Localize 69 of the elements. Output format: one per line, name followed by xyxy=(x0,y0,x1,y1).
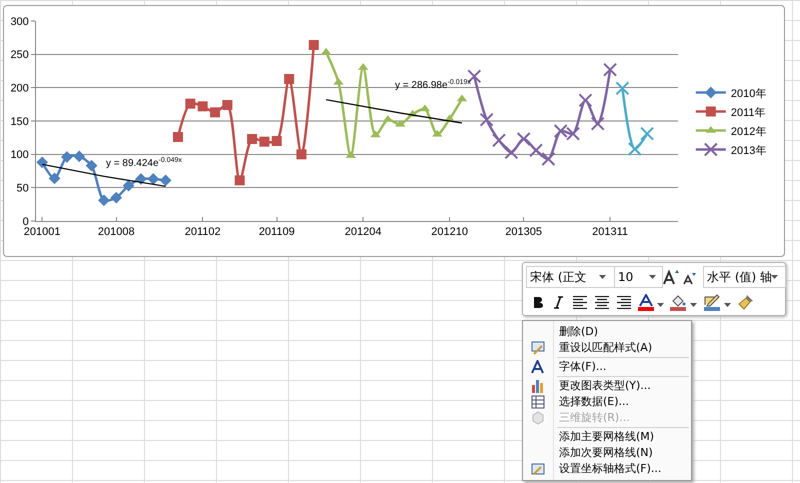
point xyxy=(603,62,618,77)
text: 字体(F)... xyxy=(558,359,608,375)
point xyxy=(516,132,531,146)
point xyxy=(198,101,208,112)
point xyxy=(172,132,183,142)
x-tick-label: 201008 xyxy=(98,226,135,238)
text: 设置坐标轴格式(F)... xyxy=(558,461,662,477)
text: 宋体 (正文 xyxy=(526,266,615,288)
x-tick-label: 201305 xyxy=(505,226,542,238)
x-tick-label: 201311 xyxy=(592,226,628,238)
x-tick-label: 201204 xyxy=(344,226,382,238)
y-tick-label: 200 xyxy=(10,82,29,95)
y-tick-label: 0 xyxy=(22,216,29,228)
point xyxy=(160,174,172,186)
point xyxy=(147,173,160,185)
point xyxy=(73,150,86,162)
point xyxy=(110,192,122,204)
y-tick-label: 300 xyxy=(10,16,29,28)
point xyxy=(122,180,134,192)
y-tick-label: 100 xyxy=(10,149,29,162)
point xyxy=(492,133,506,148)
point xyxy=(578,93,592,108)
y-tick-label: 250 xyxy=(10,49,29,62)
point xyxy=(36,156,48,168)
point xyxy=(541,152,556,166)
legend-label: 2011年 xyxy=(730,106,766,119)
y-tick-label: 150 xyxy=(10,116,29,128)
legend-label: 2012年 xyxy=(730,126,766,138)
annotation: y = 89.424e$^{-0.049x}$ xyxy=(106,157,182,170)
text: 选择数据(E)... xyxy=(558,394,630,410)
point xyxy=(590,116,605,131)
point xyxy=(48,172,60,184)
text: 添加主要网格线(M) xyxy=(558,429,656,445)
point xyxy=(259,136,270,147)
point xyxy=(86,160,98,172)
annotation: y = 286.98e$^{-0.019x}$ xyxy=(395,79,472,92)
point xyxy=(615,81,630,96)
point xyxy=(529,143,544,158)
point xyxy=(247,134,258,144)
point xyxy=(222,100,232,110)
point xyxy=(284,74,294,84)
point xyxy=(640,126,654,141)
point xyxy=(98,194,110,206)
y-tick-label: 50 xyxy=(16,182,29,195)
x-tick-label: 201109 xyxy=(258,226,295,238)
point xyxy=(504,145,518,160)
point xyxy=(234,175,245,186)
text: 三维旋转(R)... xyxy=(558,410,631,426)
point xyxy=(628,142,642,156)
point xyxy=(308,40,319,50)
text: 水平 (值) 轴 xyxy=(703,266,786,288)
text: 删除(D) xyxy=(558,324,600,340)
point xyxy=(185,98,196,109)
legend-label: 2013年 xyxy=(730,144,766,157)
text: 添加次要网格线(N) xyxy=(558,445,654,461)
x-tick-label: 201102 xyxy=(184,226,221,238)
text: 重设以匹配样式(A) xyxy=(558,340,654,356)
point xyxy=(480,112,494,127)
point xyxy=(395,120,406,127)
point xyxy=(296,149,306,160)
point xyxy=(432,130,442,137)
legend-label: 2010年 xyxy=(730,88,766,100)
point xyxy=(272,136,282,146)
text: 10 xyxy=(614,266,663,288)
text: 更改图表类型(Y)... xyxy=(558,378,652,394)
x-tick-label: 201210 xyxy=(431,226,468,238)
point xyxy=(210,107,220,118)
point xyxy=(61,151,73,163)
x-tick-label: 201001 xyxy=(24,226,61,238)
